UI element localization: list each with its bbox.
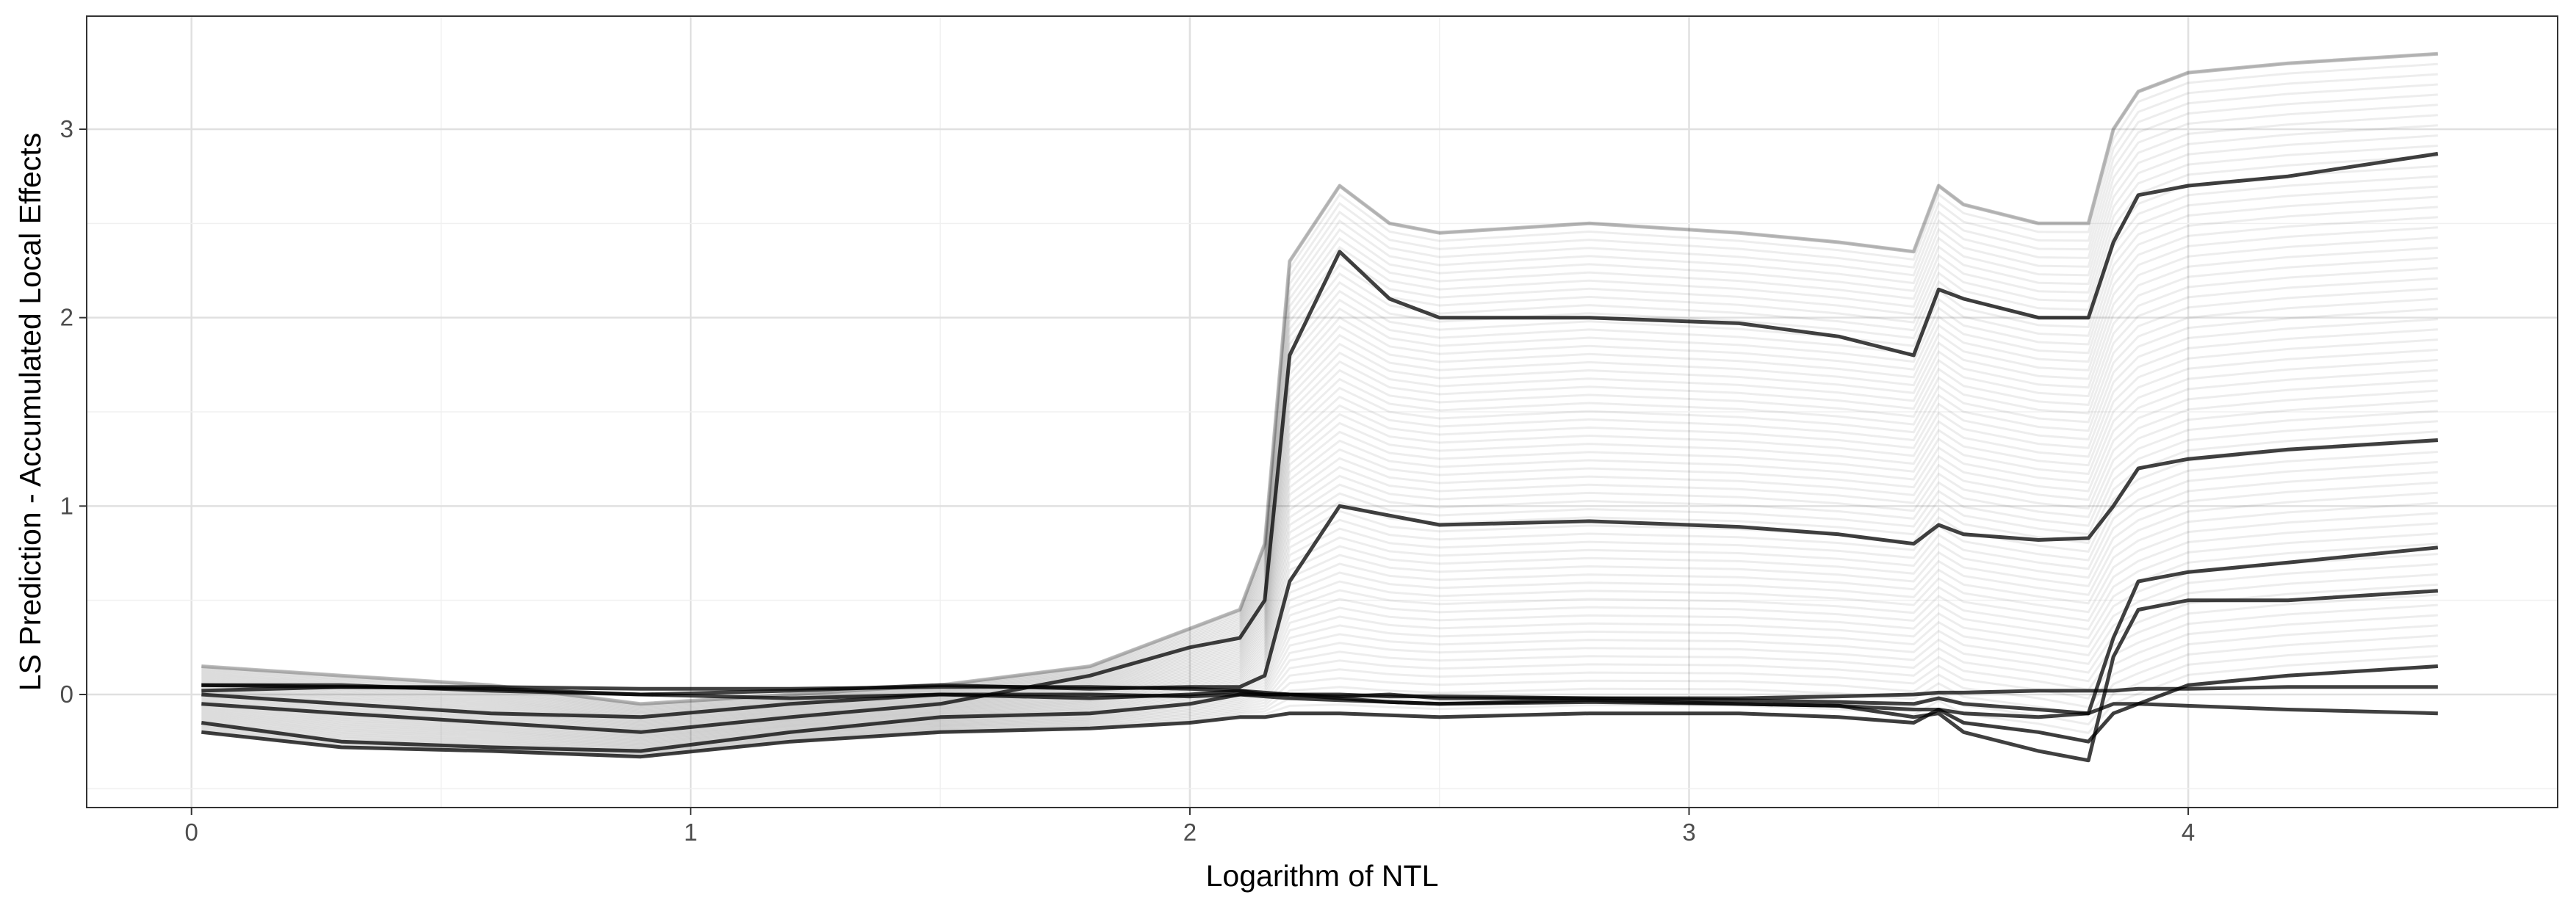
- series-line: [201, 151, 2439, 734]
- ice-curve: [201, 553, 2438, 749]
- x-axis-title: Logarithm of NTL: [1206, 859, 1439, 893]
- ice-curve: [201, 410, 2438, 736]
- ice-curve: [201, 399, 2438, 736]
- ice-curve: [201, 481, 2438, 742]
- ice-curve: [201, 236, 2438, 721]
- ice-curve: [201, 471, 2438, 741]
- ice-curve: [201, 226, 2438, 720]
- ice-curve: [201, 256, 2438, 723]
- ice-curve: [201, 451, 2438, 740]
- ice-curve: [201, 430, 2438, 738]
- series-line: [201, 685, 2438, 700]
- ice-curve: [201, 297, 2438, 727]
- ice-curve: [201, 216, 2438, 719]
- ice-curve: [201, 83, 2438, 708]
- y-tick-label: 1: [60, 492, 73, 519]
- x-tick-label: 4: [2182, 819, 2195, 846]
- ice-curve: [201, 543, 2438, 747]
- ice-curve: [201, 277, 2438, 725]
- ice-curve: [201, 614, 2438, 754]
- axis-ticks: 0 1 2 3 4 0 1 2 3: [60, 115, 2196, 846]
- ice-curve: [201, 247, 2438, 722]
- x-tick-label: 3: [1682, 819, 1695, 846]
- ice-curve: [201, 358, 2438, 732]
- ice-curve: [201, 491, 2438, 743]
- plot-border: [86, 15, 2558, 808]
- ice-curve: [201, 52, 2438, 706]
- series-line: [201, 683, 2438, 719]
- ice-curve: [201, 206, 2438, 719]
- ice-curve: [201, 287, 2438, 725]
- ice-curve: [201, 389, 2438, 734]
- ice-curve: [201, 563, 2438, 750]
- ice-curve: [201, 573, 2438, 750]
- series-line: [201, 664, 2439, 759]
- y-tick-label: 3: [60, 115, 73, 142]
- ice-curve: [201, 379, 2438, 733]
- ice-curve: [201, 93, 2438, 709]
- ice-curve: [201, 369, 2438, 733]
- x-tick-label: 2: [1183, 819, 1197, 846]
- y-tick-label: 0: [60, 681, 73, 708]
- ice-curve: [201, 62, 2438, 706]
- ice-curve: [201, 73, 2438, 707]
- x-tick-label: 1: [684, 819, 697, 846]
- ice-curve: [201, 460, 2438, 741]
- ice-curve: [201, 583, 2438, 751]
- x-tick-label: 0: [185, 819, 198, 846]
- series-lines: [201, 51, 2439, 763]
- ice-curve: [201, 593, 2438, 752]
- y-tick-label: 2: [60, 304, 73, 331]
- y-axis-title: LS Prediction - Accumulated Local Effect…: [13, 133, 47, 691]
- ice-curve: [201, 266, 2438, 724]
- series-line: [201, 51, 2439, 706]
